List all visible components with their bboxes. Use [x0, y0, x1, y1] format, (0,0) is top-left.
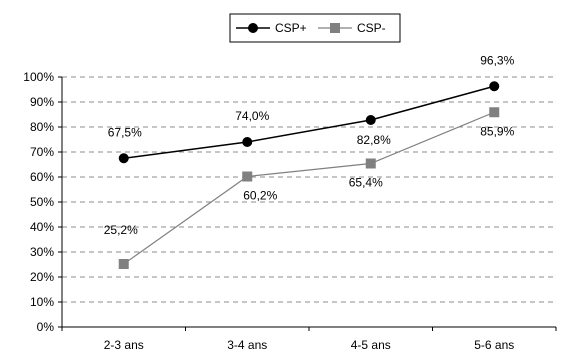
x-tick-label: 4-5 ans — [351, 338, 391, 352]
data-point-csp-plus — [489, 81, 500, 92]
series-line-csp — [123, 85, 495, 159]
series-group — [118, 81, 500, 269]
x-tick-label: 3-4 ans — [227, 338, 267, 352]
axes — [58, 76, 557, 331]
legend-label: CSP- — [357, 21, 386, 35]
y-tick-label: 0% — [37, 320, 55, 334]
legend: CSP+ CSP- — [229, 13, 401, 43]
y-tick-label: 40% — [30, 220, 54, 234]
y-tick-label: 90% — [30, 95, 54, 109]
y-tick-label: 20% — [30, 270, 54, 284]
data-point-csp-plus — [118, 153, 129, 164]
y-tick-label: 10% — [30, 295, 54, 309]
data-label: 74,0% — [235, 109, 269, 123]
y-tick-label: 100% — [23, 70, 54, 84]
legend-marker-square — [330, 23, 340, 33]
data-label: 65,4% — [349, 176, 383, 190]
data-point-csp-minus — [489, 107, 500, 118]
y-tick-label: 50% — [30, 195, 54, 209]
data-label: 25,2% — [104, 223, 138, 237]
data-labels: 67,5% 74,0% 82,8% 96,3% 25,2% 60,2% 65,4% 85,9% — [104, 53, 515, 237]
data-label: 85,9% — [480, 124, 514, 138]
x-tick-label: 2-3 ans — [104, 338, 144, 352]
data-label: 60,2% — [243, 189, 277, 203]
x-axis-ticks: 2-3 ans 3-4 ans 4-5 ans 5-6 ans — [104, 338, 515, 352]
series-line-csp — [123, 111, 495, 265]
data-point-csp-minus — [242, 171, 253, 182]
data-label: 67,5% — [108, 125, 142, 139]
data-point-csp-plus — [365, 115, 376, 125]
data-point-csp-plus — [242, 137, 253, 147]
x-tick-label: 5-6 ans — [474, 338, 514, 352]
gridlines — [62, 76, 556, 303]
legend-label: CSP+ — [275, 21, 307, 35]
y-tick-label: 60% — [30, 170, 54, 184]
data-point-csp-minus — [118, 259, 129, 269]
y-tick-label: 30% — [30, 245, 54, 259]
legend-marker-circle — [248, 23, 258, 33]
y-tick-label: 70% — [30, 145, 54, 159]
y-tick-label: 80% — [30, 120, 54, 134]
data-point-csp-minus — [365, 158, 376, 169]
y-axis-ticks: 0% 10% 20% 30% 40% 50% 60% 70% 80% 90% 100% — [23, 70, 54, 334]
data-label: 96,3% — [480, 53, 514, 67]
data-label: 82,8% — [357, 133, 391, 147]
